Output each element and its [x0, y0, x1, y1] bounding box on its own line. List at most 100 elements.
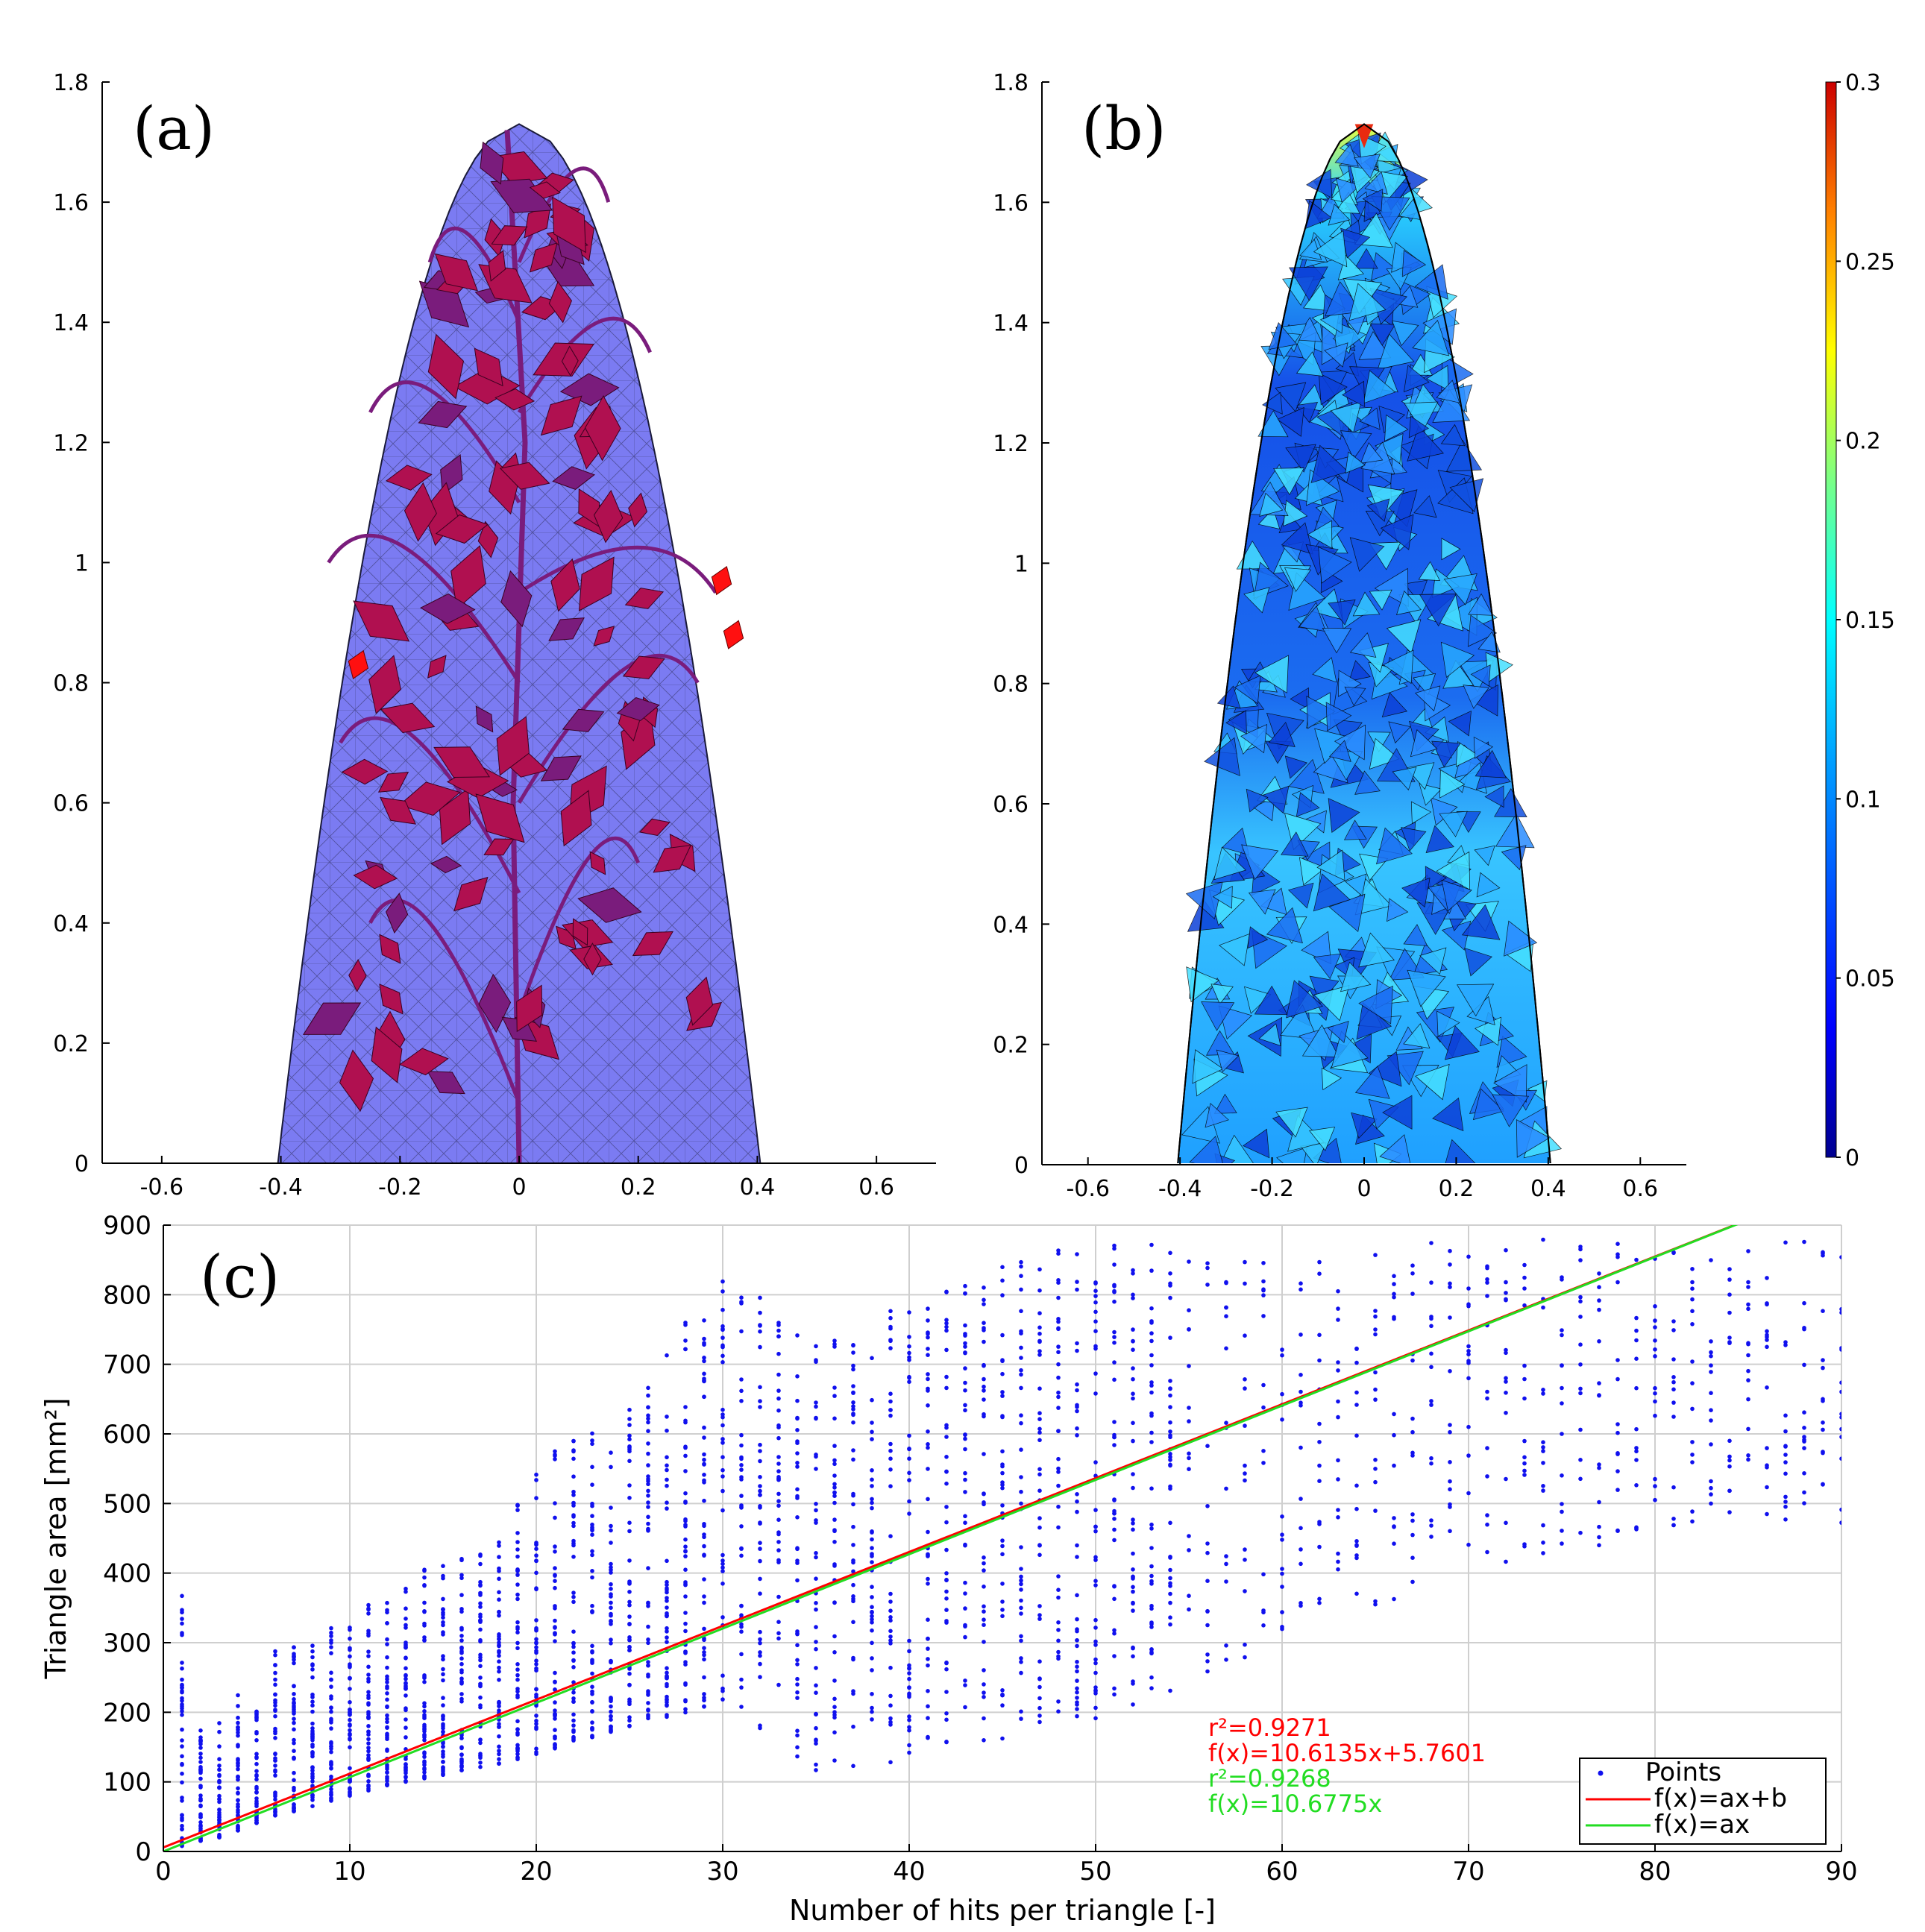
data-point [329, 1766, 333, 1770]
data-point [1541, 1440, 1545, 1444]
data-point [1224, 1280, 1228, 1285]
data-point [329, 1670, 333, 1675]
plant-leaf [548, 280, 572, 324]
data-point [590, 1725, 594, 1731]
plant-leaf [450, 545, 486, 610]
data-point [1000, 1552, 1005, 1557]
data-point [1131, 1600, 1135, 1605]
data-point [180, 1689, 184, 1693]
data-point [478, 1764, 483, 1769]
data-point [609, 1724, 613, 1729]
data-point [180, 1593, 184, 1599]
data-point [944, 1385, 949, 1391]
data-point [1224, 1420, 1228, 1425]
data-point [795, 1461, 800, 1465]
data-point [1429, 1399, 1433, 1403]
data-point [1168, 1271, 1172, 1276]
data-point [1149, 1440, 1154, 1444]
data-point [385, 1731, 389, 1737]
data-point [1671, 1375, 1676, 1379]
data-point [1522, 1376, 1527, 1382]
data-point [366, 1611, 371, 1616]
data-point [1131, 1589, 1135, 1594]
data-point [702, 1522, 706, 1526]
data-point [1653, 1391, 1657, 1396]
data-point [422, 1600, 427, 1605]
data-point [1112, 1435, 1117, 1440]
data-point [1168, 1600, 1172, 1605]
data-point [1093, 1617, 1098, 1623]
data-point [683, 1582, 688, 1588]
data-point [1690, 1297, 1695, 1302]
data-point [553, 1544, 557, 1549]
data-point [944, 1690, 949, 1694]
data-point [1597, 1381, 1601, 1385]
data-point [1429, 1365, 1433, 1370]
data-point [292, 1749, 296, 1753]
data-point [1093, 1391, 1098, 1396]
mesh-triangle [1474, 845, 1495, 866]
data-point [720, 1360, 725, 1365]
data-point [553, 1604, 557, 1608]
data-point [795, 1374, 800, 1379]
data-point [1168, 1463, 1172, 1468]
data-point [422, 1623, 427, 1628]
data-point [1298, 1373, 1303, 1377]
data-point [180, 1738, 184, 1743]
data-point [273, 1794, 277, 1799]
data-point [1261, 1288, 1266, 1293]
data-point [497, 1669, 501, 1674]
data-point [982, 1362, 986, 1368]
data-point [1354, 1483, 1359, 1488]
data-point [292, 1697, 296, 1702]
data-point [795, 1428, 800, 1432]
data-point [553, 1579, 557, 1583]
data-point [907, 1725, 911, 1730]
panel_b-x-tick-label: 0 [1357, 1176, 1371, 1202]
data-point [814, 1359, 818, 1365]
data-point [553, 1573, 557, 1578]
data-point [571, 1438, 576, 1444]
data-point [776, 1548, 781, 1552]
mesh-triangle [1316, 849, 1345, 881]
data-point [1149, 1268, 1154, 1273]
data-point [982, 1585, 986, 1589]
data-point [1131, 1521, 1135, 1526]
data-point [832, 1341, 837, 1347]
plant-leaf [385, 465, 433, 491]
data-point [720, 1569, 725, 1573]
data-point [1075, 1678, 1079, 1683]
data-point [571, 1718, 576, 1723]
data-point [348, 1791, 352, 1796]
data-point [1280, 1391, 1284, 1397]
data-point [1392, 1294, 1396, 1300]
fit-annotation: f(x)=10.6775x [1208, 1790, 1382, 1818]
data-point [1317, 1332, 1322, 1338]
plant-leaf [499, 462, 550, 490]
plant-leaf [380, 796, 417, 825]
data-point [441, 1678, 445, 1683]
data-point [1019, 1264, 1023, 1269]
data-point [1075, 1252, 1079, 1256]
data-point [254, 1752, 259, 1756]
data-point [1802, 1239, 1806, 1245]
panel_a-y-tick-label: 1 [75, 550, 89, 576]
data-point [851, 1502, 855, 1507]
data-point [1821, 1251, 1825, 1256]
data-point [1075, 1280, 1079, 1284]
data-point [907, 1433, 911, 1438]
data-point [441, 1760, 445, 1764]
data-point [1056, 1466, 1061, 1471]
data-point [646, 1600, 650, 1605]
data-point [254, 1784, 259, 1790]
data-point [665, 1714, 669, 1719]
data-point [683, 1405, 688, 1409]
data-point [646, 1624, 650, 1629]
data-point [329, 1638, 333, 1643]
data-point [702, 1646, 706, 1650]
mesh-triangle [1464, 947, 1492, 977]
data-point [571, 1555, 576, 1559]
data-point [590, 1692, 594, 1696]
data-point [1373, 1602, 1378, 1607]
data-point [1093, 1508, 1098, 1512]
